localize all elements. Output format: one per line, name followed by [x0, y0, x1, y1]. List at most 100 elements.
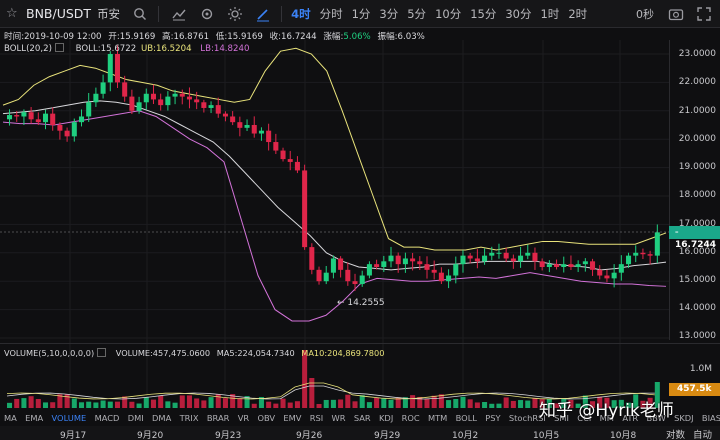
indicator-tab-boll[interactable]: BOLL	[455, 413, 477, 423]
indicator-tab-dmi[interactable]: DMI	[127, 413, 144, 423]
volume-bar	[539, 399, 545, 408]
indicator-tab-rsi[interactable]: RSI	[309, 413, 324, 423]
interval-1h[interactable]: 1时	[540, 6, 560, 21]
candle-body	[57, 125, 63, 131]
log-scale-toggle[interactable]: 对数	[666, 430, 686, 440]
interval-2h[interactable]: 2时	[568, 6, 588, 21]
chart-type-icon[interactable]	[171, 6, 187, 22]
price-tick: 14.0000	[678, 303, 716, 313]
date-tick: 9月23	[215, 431, 242, 440]
volume-bar	[129, 401, 135, 408]
indicator-tab-skdj[interactable]: SKDJ	[674, 413, 694, 423]
volume-bar	[50, 402, 56, 408]
auto-scale-toggle[interactable]: 自动	[693, 430, 713, 440]
ohlc-change-label: 涨幅:	[323, 32, 344, 42]
interval-timeline[interactable]: 分时	[319, 6, 343, 21]
indicator-tab-trix[interactable]: TRIX	[179, 413, 199, 423]
indicator-tab-wr[interactable]: WR	[331, 413, 346, 423]
indicator-tab-mtm[interactable]: MTM	[427, 413, 448, 423]
boll-ub-value: UB:16.5204	[140, 44, 192, 54]
indicator-tab-smi[interactable]: SMI	[554, 413, 569, 423]
countdown-label: 0秒	[636, 8, 654, 21]
volume-bar	[35, 399, 41, 408]
volume-bar	[561, 398, 567, 408]
indicator-tab-sar[interactable]: SAR	[353, 413, 371, 423]
indicator-tab-stochrsi[interactable]: StochRSI	[508, 413, 546, 423]
volume-bar	[222, 398, 228, 408]
interval-1m[interactable]: 1分	[351, 6, 371, 21]
indicator-tab-mfi[interactable]: MFI	[599, 413, 615, 423]
volume-bar	[78, 402, 85, 408]
candle-body	[114, 54, 121, 83]
price-axis[interactable]: 23.0000 22.0000 21.0000 20.0000 19.0000 …	[669, 40, 720, 341]
candle-body	[582, 261, 588, 265]
volume-ma10: MA10:204,869.7800	[301, 348, 385, 358]
indicator-tab-ema[interactable]: EMA	[25, 413, 44, 423]
draw-pen-icon[interactable]	[255, 6, 271, 22]
camera-icon[interactable]	[668, 6, 684, 22]
indicator-tab-macd[interactable]: MACD	[94, 413, 120, 423]
volume-bar	[258, 397, 264, 408]
indicator-tab-ma[interactable]: MA	[4, 413, 17, 423]
exchange-name: 币安	[97, 6, 121, 21]
fullscreen-icon[interactable]	[696, 6, 712, 22]
indicator-tab-brar[interactable]: BRAR	[206, 413, 230, 423]
boll-settings-box[interactable]	[54, 43, 64, 52]
indicator-tab-atr[interactable]: ATR	[622, 413, 639, 423]
theme-sun-icon[interactable]	[227, 6, 243, 22]
interval-5m[interactable]: 5分	[407, 6, 427, 21]
indicator-tab-roc[interactable]: ROC	[401, 413, 420, 423]
candle-body	[122, 82, 128, 97]
indicator-tab-dma[interactable]: DMA	[152, 413, 172, 423]
volume-settings-box[interactable]	[97, 348, 107, 357]
favorite-star-icon[interactable]: ☆	[6, 5, 18, 21]
candle-body	[158, 99, 164, 106]
candle-body	[179, 93, 185, 97]
volume-bar	[294, 401, 300, 408]
watermark-text: 知乎 @Hyrik老师	[539, 401, 674, 421]
indicator-tab-cci[interactable]: CCI	[577, 413, 592, 423]
price-tick: 16.0000	[678, 247, 716, 257]
candle-body	[352, 281, 358, 285]
price-tick: 22.0000	[678, 77, 716, 87]
pane-divider[interactable]	[0, 343, 720, 344]
indicator-tab-bias[interactable]: BIAS	[701, 413, 720, 423]
indicator-tab-kdj[interactable]: KDJ	[378, 413, 394, 423]
interval-10m[interactable]: 10分	[435, 6, 462, 21]
volume-ma5: MA5:224,054.7340	[216, 348, 295, 358]
settings-gear-icon[interactable]	[199, 6, 215, 22]
interval-15m[interactable]: 15分	[470, 6, 497, 21]
symbol-name[interactable]: BNB/USDT	[26, 6, 92, 21]
indicator-tab-psy[interactable]: PSY	[485, 413, 501, 423]
volume-ma-lines	[6, 382, 655, 400]
volume-bar	[575, 403, 581, 408]
candle-body	[287, 159, 293, 162]
date-tick: 10月2	[452, 431, 479, 440]
volume-bar	[302, 350, 308, 408]
indicator-tab-vr[interactable]: VR	[237, 413, 250, 423]
search-icon[interactable]	[132, 6, 148, 22]
interval-3m[interactable]: 3分	[379, 6, 399, 21]
volume-bar	[122, 396, 128, 408]
candle-body	[604, 275, 610, 279]
indicator-tab-obv[interactable]: OBV	[257, 413, 276, 423]
indicator-tab-bbw[interactable]: BBW	[646, 413, 666, 423]
volume-bar	[165, 401, 171, 408]
candle-body	[258, 130, 264, 134]
volume-bar	[374, 397, 380, 408]
volume-info: VOLUME(5,10,0,0,0,0) VOLUME:457,475.0600…	[4, 348, 384, 358]
volume-bar	[237, 398, 243, 408]
indicator-tab-volume[interactable]: VOLUME	[51, 413, 87, 423]
date-axis: 9月17 9月20 9月23 9月26 9月29 10月2 10月5 10月8 …	[0, 426, 720, 440]
volume-bar	[460, 396, 466, 408]
volume-bar	[273, 403, 279, 408]
candle-body	[230, 116, 236, 123]
candle-body	[510, 258, 516, 262]
interval-30m[interactable]: 30分	[505, 6, 532, 21]
interval-4h[interactable]: 4时	[291, 6, 311, 21]
volume-bar	[309, 378, 315, 408]
indicator-tab-emv[interactable]: EMV	[283, 413, 302, 423]
candle-body	[338, 258, 344, 270]
candle-body	[71, 122, 77, 137]
